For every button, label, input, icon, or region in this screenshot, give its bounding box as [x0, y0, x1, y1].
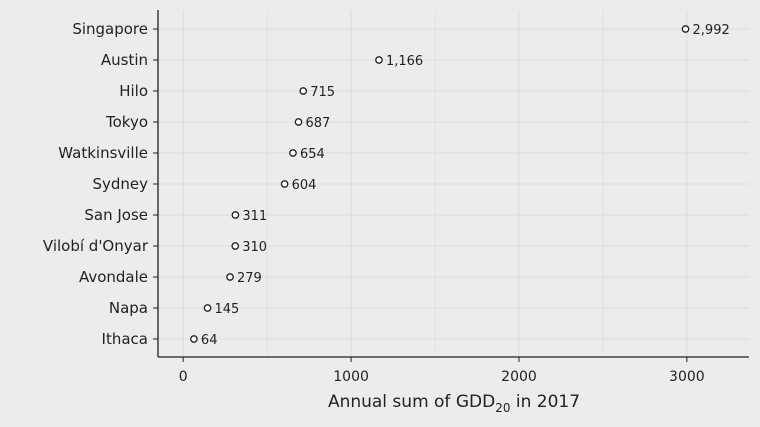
- data-point: [294, 118, 303, 126]
- data-point: [289, 149, 297, 157]
- data-point: [203, 304, 212, 312]
- data-label: 687: [306, 116, 331, 131]
- x-tick-label: 3000: [669, 369, 705, 385]
- data-point: [231, 242, 240, 250]
- data-label: 145: [215, 302, 240, 317]
- data-point: [280, 180, 289, 188]
- category-label: Hilo: [119, 82, 148, 100]
- grid-lines: [158, 10, 749, 357]
- x-axis-title-main: Annual sum of GDD: [328, 392, 495, 412]
- category-label: Ithaca: [102, 330, 148, 348]
- category-label: Singapore: [72, 20, 148, 38]
- x-axis-title: Annual sum of GDD20 in 2017: [328, 392, 580, 415]
- category-label: Vilobí d'Onyar: [43, 237, 149, 255]
- data-label: 311: [242, 209, 267, 224]
- data-label: 604: [292, 178, 317, 193]
- data-label: 1,166: [386, 54, 423, 69]
- category-label: San Jose: [84, 206, 148, 224]
- category-label: Austin: [101, 51, 148, 69]
- category-label: Watkinsville: [58, 144, 148, 162]
- category-label: Sydney: [92, 175, 148, 193]
- axes: 0 1000 2000 3000 Singapore Austin Hilo Tokyo Wat…: [43, 10, 749, 385]
- category-label: Napa: [109, 299, 148, 317]
- data-label: 2,992: [693, 23, 730, 38]
- x-tick-label: 2000: [501, 369, 537, 385]
- x-tick-label: 0: [179, 369, 188, 385]
- data-point: [226, 273, 234, 281]
- x-axis-title-subscript: 20: [495, 401, 510, 415]
- data-label: 279: [237, 271, 262, 286]
- data-point: [190, 335, 198, 343]
- data-point: [375, 56, 383, 64]
- data-label: 715: [310, 85, 335, 100]
- data-label: 64: [201, 333, 218, 348]
- data-point: [231, 211, 240, 219]
- x-tick-label: 1000: [333, 369, 369, 385]
- category-label: Avondale: [79, 268, 148, 286]
- data-label: 654: [300, 147, 325, 162]
- category-label: Tokyo: [105, 113, 148, 131]
- data-point: [299, 87, 308, 95]
- x-axis-title-suffix: in 2017: [510, 392, 580, 412]
- data-point: [681, 25, 690, 33]
- data-marks: 2,992 1,166 715 687 654 604 311 310 279 145 64: [190, 23, 730, 348]
- data-label: 310: [242, 240, 267, 255]
